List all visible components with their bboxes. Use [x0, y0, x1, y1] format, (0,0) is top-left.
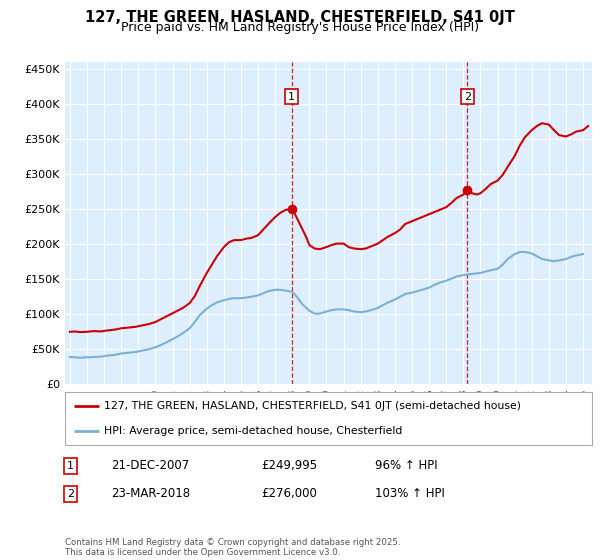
Text: 127, THE GREEN, HASLAND, CHESTERFIELD, S41 0JT (semi-detached house): 127, THE GREEN, HASLAND, CHESTERFIELD, S… [104, 402, 521, 412]
Text: 1: 1 [288, 92, 295, 101]
Text: Price paid vs. HM Land Registry's House Price Index (HPI): Price paid vs. HM Land Registry's House … [121, 21, 479, 34]
Text: 2: 2 [67, 489, 74, 499]
Text: 127, THE GREEN, HASLAND, CHESTERFIELD, S41 0JT: 127, THE GREEN, HASLAND, CHESTERFIELD, S… [85, 10, 515, 25]
Text: 23-MAR-2018: 23-MAR-2018 [111, 487, 190, 501]
Text: 1: 1 [67, 461, 74, 471]
Text: £249,995: £249,995 [261, 459, 317, 473]
Text: 103% ↑ HPI: 103% ↑ HPI [375, 487, 445, 501]
Text: HPI: Average price, semi-detached house, Chesterfield: HPI: Average price, semi-detached house,… [104, 426, 403, 436]
Text: £276,000: £276,000 [261, 487, 317, 501]
Text: Contains HM Land Registry data © Crown copyright and database right 2025.
This d: Contains HM Land Registry data © Crown c… [65, 538, 400, 557]
Text: 96% ↑ HPI: 96% ↑ HPI [375, 459, 437, 473]
Text: 2: 2 [464, 92, 471, 101]
Text: 21-DEC-2007: 21-DEC-2007 [111, 459, 189, 473]
